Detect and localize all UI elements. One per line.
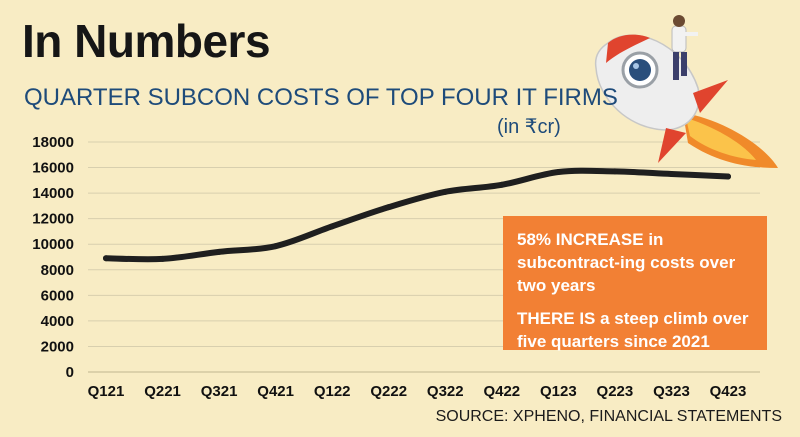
data-point (442, 188, 449, 195)
data-point (103, 255, 109, 262)
series-group (103, 167, 731, 263)
y-tick-label: 2000 (41, 338, 74, 355)
data-point (272, 243, 279, 250)
page-title: In Numbers (22, 15, 271, 67)
callout-box: 58% INCREASE in subcontract-ing costs ov… (503, 216, 767, 351)
y-tick-label: 16000 (32, 160, 74, 177)
data-point (329, 223, 336, 230)
x-tick-label: Q322 (427, 383, 464, 400)
x-tick-label: Q422 (483, 383, 520, 400)
data-point (555, 169, 562, 176)
x-tick-label: Q123 (540, 383, 577, 400)
data-point (385, 204, 392, 211)
y-tick-label: 14000 (32, 185, 74, 202)
unit-label: (in ₹cr) (497, 116, 561, 138)
x-tick-label: Q122 (314, 383, 351, 400)
y-axis-ticks: 0 2000 4000 6000 8000 10000 12000 14000 16000 180… (32, 134, 74, 381)
data-point (216, 248, 223, 255)
y-tick-label: 4000 (41, 313, 74, 330)
callout-line-1: 58% INCREASE in subcontract-ing costs ov… (517, 230, 736, 295)
callout-line-2: THERE IS a steep climb over five quarter… (517, 309, 749, 351)
rocket-with-rider-icon (594, 15, 778, 168)
y-tick-label: 10000 (32, 236, 74, 253)
x-axis-ticks: Q121 Q221 Q321 Q421 Q122 Q222 Q322 Q422 Q123 Q223… (88, 383, 747, 400)
data-point (498, 181, 505, 188)
x-tick-label: Q221 (144, 383, 181, 400)
y-tick-label: 12000 (32, 211, 74, 228)
y-tick-label: 6000 (41, 287, 74, 304)
data-point (611, 168, 618, 175)
source-note: SOURCE: XPHENO, FINANCIAL STATEMENTS (435, 408, 782, 425)
x-tick-label: Q421 (257, 383, 294, 400)
x-tick-label: Q323 (653, 383, 690, 400)
series-line (103, 167, 731, 263)
x-tick-label: Q423 (710, 383, 747, 400)
data-point (159, 255, 166, 262)
x-tick-label: Q121 (88, 383, 125, 400)
y-tick-label: 8000 (41, 262, 74, 279)
x-tick-label: Q222 (370, 383, 407, 400)
x-tick-label: Q321 (201, 383, 238, 400)
y-tick-label: 0 (66, 364, 74, 381)
chart-subtitle: QUARTER SUBCON COSTS OF TOP FOUR IT FIRM… (24, 84, 618, 111)
y-tick-label: 18000 (32, 134, 74, 151)
x-tick-label: Q223 (597, 383, 634, 400)
data-point (725, 173, 731, 180)
data-point (668, 170, 675, 177)
gridlines (88, 141, 760, 373)
